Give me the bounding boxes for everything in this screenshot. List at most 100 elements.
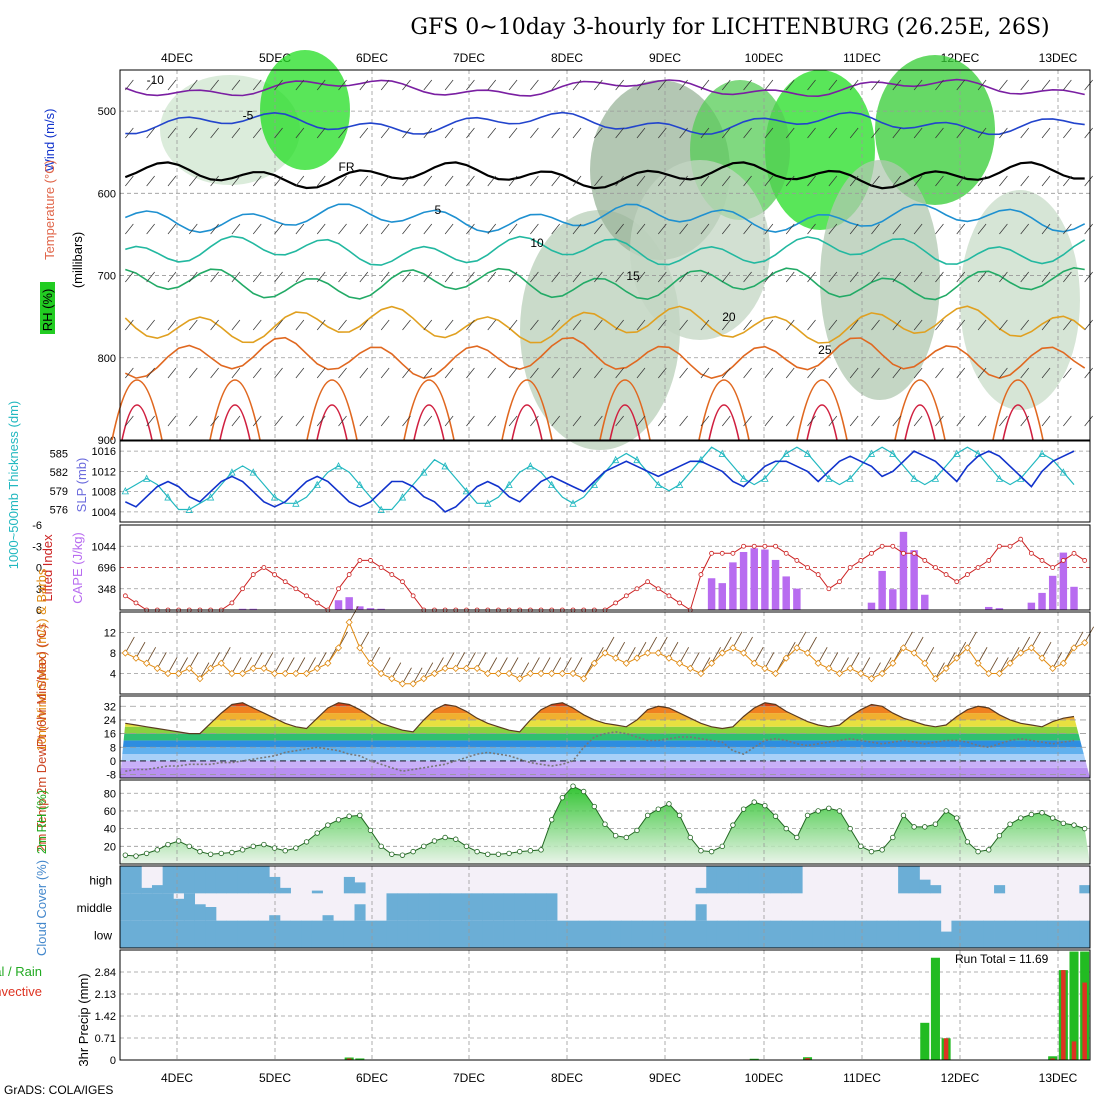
cloud-cell: [322, 915, 334, 921]
lifted-index-point: [922, 558, 928, 563]
wind10m-point: [644, 649, 652, 657]
lifted-index-tick-label: -3: [32, 541, 42, 553]
thickness-point: [697, 455, 705, 464]
wind10m-barb: [434, 657, 444, 674]
rh-point: [954, 815, 960, 821]
rh-point: [751, 799, 757, 805]
wind-barb: [1041, 175, 1051, 187]
thickness-point: [1059, 468, 1067, 476]
wind10m-barb: [839, 657, 849, 674]
lifted-index-point: [794, 558, 800, 563]
cloud-cell: [397, 893, 409, 921]
wind-barb: [530, 127, 539, 139]
slp-tick-label: 1008: [92, 487, 116, 499]
thickness-tick-label: 582: [50, 467, 68, 479]
cloud-cell: [898, 920, 910, 948]
cloud-cell: [567, 920, 579, 948]
wind-barb: [231, 415, 241, 427]
wind-barb: [572, 79, 582, 91]
wind10m-barb: [1073, 631, 1084, 649]
rh-point: [485, 851, 491, 857]
lifted-index-tick-label: 3: [36, 584, 42, 596]
precip-total-rain-label: Total / Rain: [0, 964, 42, 979]
wind-barb: [871, 223, 880, 235]
wind-barb: [572, 223, 582, 235]
wind10m-point: [1081, 639, 1089, 647]
cape-bar: [878, 570, 886, 610]
wind-barb: [999, 79, 1008, 91]
lifted-index-point: [965, 572, 970, 577]
cloud-cell: [205, 866, 217, 894]
wind-barb: [146, 415, 155, 427]
thickness-point: [526, 462, 535, 470]
cape-bar: [377, 608, 385, 610]
wind10m-point: [281, 669, 289, 678]
rh-point: [186, 843, 192, 850]
cloud-layer-label: low: [94, 928, 112, 942]
slp-tick-label: 1016: [92, 446, 116, 458]
thickness-point: [334, 462, 343, 470]
cape-bar: [771, 559, 780, 610]
wind10m-barb: [306, 657, 316, 674]
wind-barb: [1020, 79, 1029, 91]
wind-barb: [679, 367, 688, 379]
wind-barb: [743, 175, 752, 187]
total-precip-bar: [920, 1022, 930, 1060]
rh-point: [879, 847, 885, 853]
isotherm-label: 10: [530, 236, 544, 250]
wind-barb: [252, 79, 262, 91]
cloud-cell: [482, 920, 494, 948]
wind-barb: [423, 367, 433, 379]
wind-barb: [402, 127, 411, 139]
cloud-cell: [983, 920, 995, 948]
wind10m-point: [132, 654, 140, 662]
panel-frame: [119, 949, 1091, 1061]
wind-barb: [1041, 319, 1051, 331]
lifted-index-point: [634, 586, 640, 592]
slp-line: [124, 450, 1075, 513]
wind-barb: [466, 367, 475, 379]
wind-barb: [807, 175, 816, 187]
cloud-cell: [525, 893, 537, 921]
wind-barb: [828, 223, 838, 235]
thickness-point: [185, 505, 193, 513]
temp2m-axis-label: 2m Temp 2m DewPt (6hr Min/Max) (°C): [34, 624, 49, 851]
thickness-point: [654, 480, 662, 489]
total-precip-bar: [1069, 951, 1079, 1060]
wind-barb: [295, 223, 305, 235]
thickness-point: [1038, 449, 1046, 457]
wind10m-point: [228, 669, 236, 678]
cloud-cell: [663, 920, 675, 948]
wind-axis-label: Wind (m/s): [42, 109, 57, 172]
thickness-point: [889, 449, 897, 457]
rh-point: [517, 848, 523, 855]
panel-frame: [119, 695, 1091, 779]
cape-bar: [739, 551, 748, 610]
rh-point: [1060, 820, 1067, 827]
wind-barb: [466, 79, 475, 91]
panel-frame: [119, 611, 1091, 695]
millibars-axis-label: (millibars): [70, 232, 85, 288]
wind-barb: [999, 175, 1008, 187]
rh-point: [975, 848, 981, 855]
cloud-cell: [930, 885, 942, 894]
wind-tick-label: 4: [110, 669, 116, 681]
lifted-index-point: [1028, 550, 1034, 556]
wind-barb: [1063, 79, 1072, 91]
wind10m-barb: [178, 657, 188, 674]
rh-point: [1007, 821, 1013, 827]
lifted-index-point: [901, 550, 906, 556]
wind-barb: [594, 223, 603, 235]
wind-barb: [487, 79, 497, 91]
wind-barb: [295, 127, 305, 139]
wind-barb: [444, 223, 454, 235]
wind-barb: [1063, 415, 1072, 427]
temperature-band: [120, 733, 1090, 741]
wind-barb: [977, 415, 987, 427]
wind-barb: [721, 319, 731, 331]
cape-bar: [718, 583, 726, 610]
warm-contour: [609, 404, 641, 441]
total-precip-bar: [355, 1058, 365, 1060]
wind10m-point: [803, 649, 812, 657]
wind10m-barb: [391, 662, 402, 679]
